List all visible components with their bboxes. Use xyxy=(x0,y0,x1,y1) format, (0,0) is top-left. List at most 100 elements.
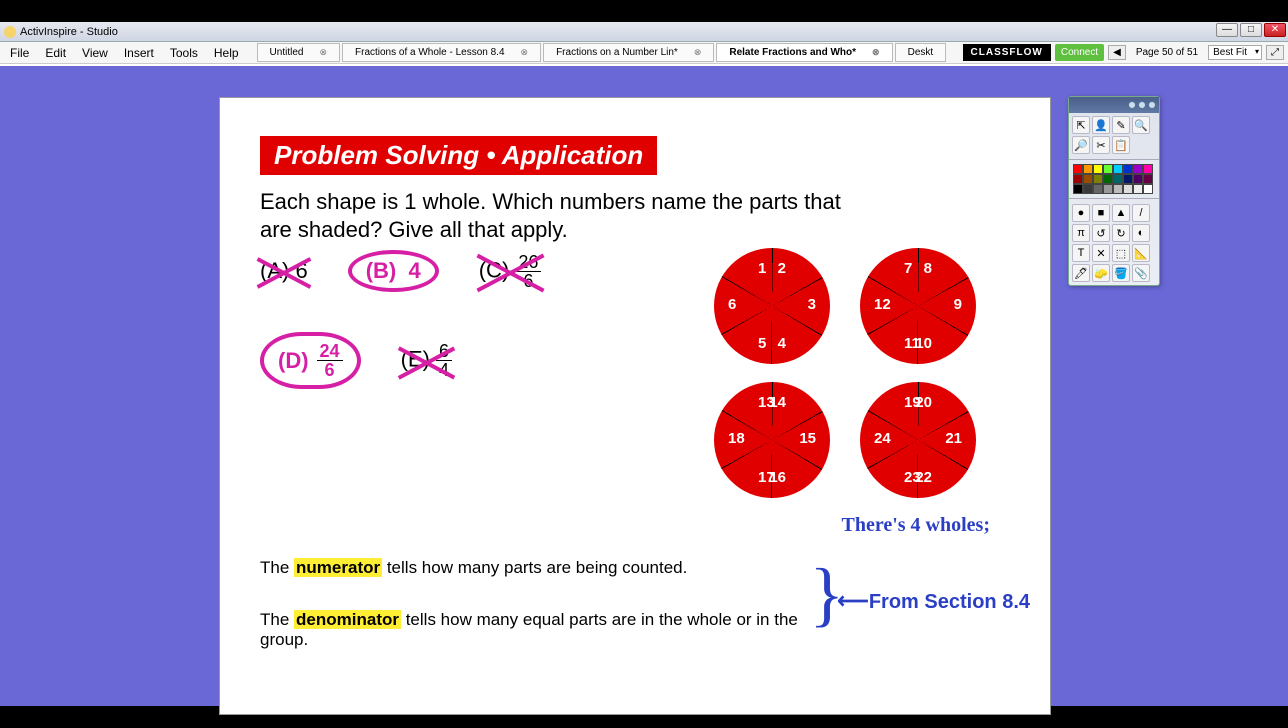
color-swatch[interactable] xyxy=(1073,174,1083,184)
palette-max-icon[interactable] xyxy=(1138,101,1146,109)
color-swatch[interactable] xyxy=(1083,164,1093,174)
color-swatch[interactable] xyxy=(1113,164,1123,174)
menu-view[interactable]: View xyxy=(76,44,114,62)
flipchart-page[interactable]: Problem Solving • Application Each shape… xyxy=(220,98,1050,714)
tool-button[interactable]: 📐 xyxy=(1132,244,1150,262)
color-swatch[interactable] xyxy=(1113,184,1123,194)
tool-button[interactable]: ↺ xyxy=(1092,224,1110,242)
pie-4: 192021222324 xyxy=(860,382,976,498)
tool-button[interactable]: / xyxy=(1132,204,1150,222)
tool-button[interactable]: ■ xyxy=(1092,204,1110,222)
maximize-button[interactable]: □ xyxy=(1240,23,1262,37)
color-swatch[interactable] xyxy=(1143,164,1153,174)
menubar: File Edit View Insert Tools Help Untitle… xyxy=(0,42,1288,64)
menu-file[interactable]: File xyxy=(4,44,35,62)
tool-button[interactable]: ● xyxy=(1072,204,1090,222)
tab-desktop[interactable]: Deskt xyxy=(895,43,947,62)
pie-3: 131415161718 xyxy=(714,382,830,498)
tool-button[interactable]: ◐ xyxy=(1132,224,1150,242)
color-swatch[interactable] xyxy=(1133,184,1143,194)
app-icon xyxy=(4,26,16,38)
close-icon[interactable]: ⊗ xyxy=(866,45,886,60)
menu-help[interactable]: Help xyxy=(208,44,245,62)
tool-button[interactable]: 🧽 xyxy=(1092,264,1110,282)
color-swatch[interactable] xyxy=(1143,184,1153,194)
minimize-button[interactable]: — xyxy=(1216,23,1238,37)
zoom-select[interactable]: Best Fit xyxy=(1208,45,1262,60)
color-swatch[interactable] xyxy=(1093,184,1103,194)
color-swatch[interactable] xyxy=(1133,164,1143,174)
tab-lesson84[interactable]: Fractions of a Whole - Lesson 8.4⊗ xyxy=(342,43,541,62)
tool-button[interactable]: 🪣 xyxy=(1112,264,1130,282)
menu-edit[interactable]: Edit xyxy=(39,44,72,62)
palette-titlebar[interactable] xyxy=(1069,97,1159,113)
choice-e: (E) 64 xyxy=(401,342,452,379)
wholes-annotation: There's 4 wholes; xyxy=(841,514,990,537)
tool-button[interactable]: ⇱ xyxy=(1072,116,1090,134)
tool-button[interactable]: π xyxy=(1072,224,1090,242)
choice-a: (A) 6 xyxy=(260,258,308,284)
color-swatch[interactable] xyxy=(1103,184,1113,194)
close-icon[interactable]: ⊗ xyxy=(688,45,708,60)
color-swatch[interactable] xyxy=(1113,174,1123,184)
numerator-definition: The numerator tells how many parts are b… xyxy=(260,558,820,578)
tool-button[interactable]: ✎ xyxy=(1112,116,1130,134)
tab-untitled[interactable]: Untitled⊗ xyxy=(257,43,340,62)
palette-close-icon[interactable] xyxy=(1148,101,1156,109)
tool-button[interactable]: ✂ xyxy=(1092,136,1110,154)
color-swatch[interactable] xyxy=(1133,174,1143,184)
palette-tools-bottom: ●■▲/ π↺↻◐ T✕⬚📐 🖊🧽🪣📎 xyxy=(1069,201,1159,285)
color-swatch[interactable] xyxy=(1083,184,1093,194)
color-swatch[interactable] xyxy=(1073,164,1083,174)
palette-tools-top: ⇱👤✎🔍 🔎✂📋 xyxy=(1069,113,1159,157)
page-indicator: Page 50 of 51 xyxy=(1130,45,1204,60)
tab-numberline[interactable]: Fractions on a Number Lin*⊗ xyxy=(543,43,714,62)
pie-diagrams: 123456 789101112 131415161718 1920212223… xyxy=(700,248,990,516)
color-swatch[interactable] xyxy=(1123,184,1133,194)
tool-button[interactable]: 👤 xyxy=(1092,116,1110,134)
tab-relate-fractions[interactable]: Relate Fractions and Who*⊗ xyxy=(716,43,892,62)
expand-button[interactable]: ⤢ xyxy=(1266,45,1284,60)
color-swatches xyxy=(1069,162,1159,196)
color-swatch[interactable] xyxy=(1123,174,1133,184)
pie-2: 789101112 xyxy=(860,248,976,364)
connect-button[interactable]: Connect xyxy=(1055,44,1104,61)
app-window: ActivInspire - Studio — □ ✕ File Edit Vi… xyxy=(0,22,1288,706)
close-icon[interactable]: ⊗ xyxy=(313,45,333,60)
color-swatch[interactable] xyxy=(1073,184,1083,194)
workspace: Problem Solving • Application Each shape… xyxy=(0,66,1288,706)
tool-button[interactable]: ↻ xyxy=(1112,224,1130,242)
color-swatch[interactable] xyxy=(1093,164,1103,174)
palette-min-icon[interactable] xyxy=(1128,101,1136,109)
tool-button[interactable]: 🔎 xyxy=(1072,136,1090,154)
menu-insert[interactable]: Insert xyxy=(118,44,160,62)
color-swatch[interactable] xyxy=(1083,174,1093,184)
choice-d: (D) 246 xyxy=(260,332,361,389)
tool-button[interactable]: ⬚ xyxy=(1112,244,1130,262)
prev-page-button[interactable]: ◀ xyxy=(1108,45,1126,60)
color-swatch[interactable] xyxy=(1103,164,1113,174)
arrow-left-icon: ⟵ xyxy=(837,588,869,613)
titlebar: ActivInspire - Studio — □ ✕ xyxy=(0,22,1288,42)
classflow-brand: CLASSFLOW xyxy=(963,44,1051,61)
tool-button[interactable]: T xyxy=(1072,244,1090,262)
tool-button[interactable]: 📎 xyxy=(1132,264,1150,282)
document-tabs: Untitled⊗ Fractions of a Whole - Lesson … xyxy=(257,43,947,62)
close-icon[interactable]: ⊗ xyxy=(515,45,535,60)
menu-tools[interactable]: Tools xyxy=(164,44,204,62)
tool-button[interactable]: 🖊 xyxy=(1072,264,1090,282)
pie-1: 123456 xyxy=(714,248,830,364)
color-swatch[interactable] xyxy=(1143,174,1153,184)
tool-button[interactable]: 🔍 xyxy=(1132,116,1150,134)
choice-b: (B) 4 xyxy=(348,250,439,292)
color-swatch[interactable] xyxy=(1123,164,1133,174)
choice-c: (C) 266 xyxy=(479,253,542,290)
tool-button[interactable]: ▲ xyxy=(1112,204,1130,222)
tool-palette[interactable]: ⇱👤✎🔍 🔎✂📋 ●■▲/ π↺↻◐ T✕⬚📐 🖊🧽🪣📎 xyxy=(1068,96,1160,286)
color-swatch[interactable] xyxy=(1103,174,1113,184)
from-section-note: ⟵From Section 8.4 xyxy=(837,588,1030,614)
color-swatch[interactable] xyxy=(1093,174,1103,184)
tool-button[interactable]: 📋 xyxy=(1112,136,1130,154)
close-button[interactable]: ✕ xyxy=(1264,23,1286,37)
tool-button[interactable]: ✕ xyxy=(1092,244,1110,262)
